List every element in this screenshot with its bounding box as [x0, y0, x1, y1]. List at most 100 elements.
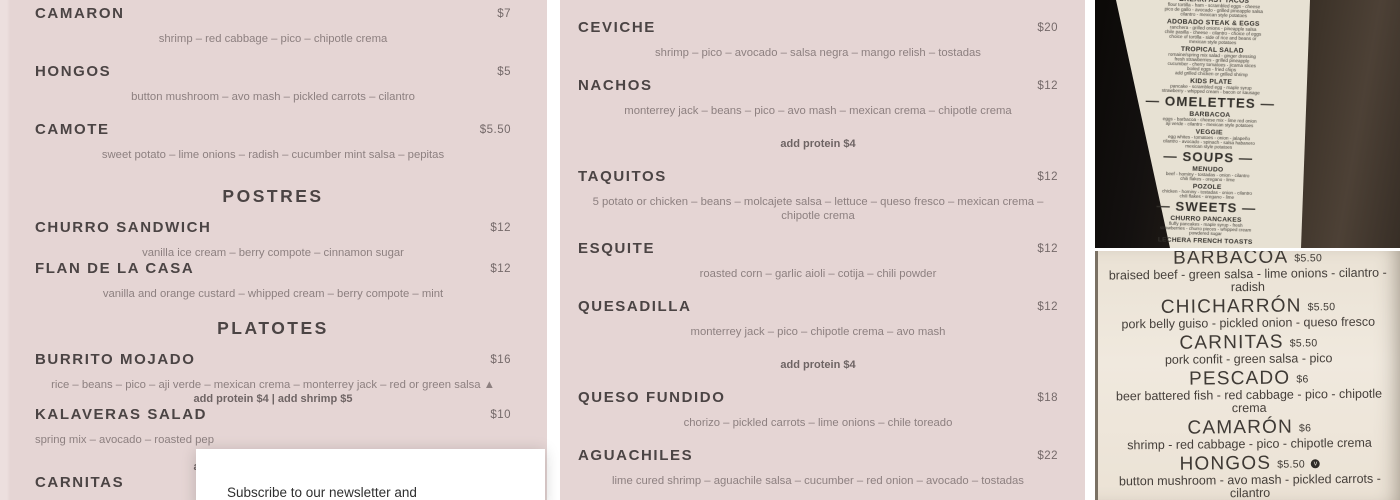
menu-item-row: CAMARON $7	[35, 5, 511, 23]
menu-item-desc: shrimp – red cabbage – pico – chipotle c…	[158, 33, 388, 45]
menu-card-text: BREAKFAST TACOSflour tortilla - ham - sc…	[1111, 0, 1311, 247]
photo-menu-item-price: $6	[1298, 422, 1312, 435]
photo-menu-item-desc: beer battered fish - red cabbage - pico …	[1115, 386, 1383, 416]
photo-menu-item-desc: button mushroom - avo mash - pickled car…	[1118, 471, 1381, 500]
menu-item-name: TAQUITOS	[578, 168, 667, 185]
photo-menu-item-name: CAMARÓN	[1187, 416, 1294, 439]
menu-item-row: ESQUITE $12	[578, 240, 1058, 258]
menu-item-name: CAMARON	[35, 5, 125, 22]
photo-menu-item-desc: pork confit - green salsa - pico	[1164, 351, 1333, 367]
photo-menu-item-desc: braised beef - green salsa - lime onions…	[1108, 265, 1387, 295]
menu-item: HONGOS $5 button mushroom – avo mash – pic…	[35, 63, 511, 104]
menu-item-desc: button mushroom – avo mash – pickled car…	[131, 91, 415, 103]
photo-menu-item: PESCADO $6 beer battered fish - red cabbag…	[1098, 367, 1400, 416]
menu-item-name: AGUACHILES	[578, 447, 694, 464]
menu-item-row: AGUACHILES $22	[578, 447, 1058, 465]
menu-item: ESQUITE $12 roasted corn – garlic aioli – …	[578, 240, 1058, 281]
menu-item-name: QUESADILLA	[578, 298, 692, 315]
taco-menu-photo: BARBACOA $5.50 braised beef - green salsa …	[1095, 251, 1400, 500]
menu-item: FLAN DE LA CASA $12 vanilla and orange cus…	[35, 260, 511, 301]
menu-item-addon: add protein $4	[780, 359, 856, 371]
menu-item-row: CHURRO SANDWICH $12	[35, 219, 511, 237]
menu-item-row: BURRITO MOJADO $16	[35, 351, 511, 369]
newsletter-popup: Subscribe to our newsletter and	[196, 449, 545, 500]
menu-item-name: ESQUITE	[578, 240, 656, 257]
menu-item: TAQUITOS $12 5 potato or chicken – beans –…	[578, 168, 1058, 223]
menu-item-price: $12	[490, 222, 511, 234]
menu-item: CEVICHE $20 shrimp – pico – avocado – sals…	[578, 19, 1058, 60]
photo-menu-item: BARBACOA $5.50 braised beef - green salsa …	[1098, 251, 1399, 296]
photo-menu-item: CHICHARRÓN $5.50 pork belly guiso - pickle…	[1098, 295, 1399, 332]
menu-item: CHURRO SANDWICH $12 vanilla ice cream – be…	[35, 219, 511, 260]
menu-item: CAMOTE $5.50 sweet potato – lime onions – …	[35, 121, 511, 162]
menu-item-price: $12	[490, 263, 511, 275]
photo-menu-item-name: HONGOS	[1179, 452, 1272, 475]
menu-item-name: FLAN DE LA CASA	[35, 260, 195, 277]
menu-item-desc: lime cured shrimp – aguachile salsa – cu…	[612, 475, 1024, 487]
menu-item-name: CEVICHE	[578, 19, 656, 36]
taco-menu-items: BARBACOA $5.50 braised beef - green salsa …	[1098, 251, 1400, 500]
photo-menu-item-name: CARNITAS	[1179, 331, 1284, 354]
menu-item-row: CAMOTE $5.50	[35, 121, 511, 139]
menu-item-desc: monterrey jack – pico – chipotle crema –…	[690, 326, 946, 338]
menu-item: QUESADILLA $12 monterrey jack – pico – chi…	[578, 298, 1058, 372]
menu-item-addon: add protein $4 | add shrimp $5	[193, 393, 353, 405]
photo-menu-item-row: CARNITAS $5.50	[1098, 331, 1400, 354]
menu-item-price: $5.50	[479, 124, 511, 136]
menu-item-desc: roasted corn – garlic aioli – cotija – c…	[699, 268, 937, 280]
menu-item-name: QUESO FUNDIDO	[578, 389, 726, 406]
photo-menu-item-price: $6	[1296, 373, 1309, 386]
menu-item-desc: monterrey jack – beans – pico – avo mash…	[624, 105, 1012, 117]
photo-menu-item-desc: shrimp - red cabbage - pico - chipotle c…	[1127, 435, 1372, 453]
menu-item: QUESO FUNDIDO $18 chorizo – pickled carrot…	[578, 389, 1058, 430]
photo-menu-item-price: $5.50	[1289, 337, 1318, 350]
menu-item-price: $16	[490, 354, 511, 366]
menu-item-row: CEVICHE $20	[578, 19, 1058, 37]
menu-item-price: $12	[1037, 243, 1058, 255]
menu-column-left: CAMARON $7 shrimp – red cabbage – pico – c…	[0, 0, 547, 500]
menu-column-middle: CEVICHE $20 shrimp – pico – avocado – sals…	[560, 0, 1085, 500]
menu-item-price: $12	[1037, 80, 1058, 92]
menu-item: CAMARON $7 shrimp – red cabbage – pico – c…	[35, 5, 511, 46]
menu-item-name: CAMOTE	[35, 121, 110, 138]
photo-menu-item-name: BARBACOA	[1173, 251, 1289, 269]
menu-section-header: POSTRES	[222, 186, 324, 206]
menu-item-desc: vanilla and orange custard – whipped cre…	[102, 288, 444, 300]
menu-item-name: BURRITO MOJADO	[35, 351, 196, 368]
breakfast-menu-photo: BREAKFAST TACOSflour tortilla - ham - sc…	[1095, 0, 1400, 248]
menu-item: NACHOS $12 monterrey jack – beans – pico –…	[578, 77, 1058, 151]
photo-menu-item-price: $5.50	[1277, 458, 1306, 471]
menu-item-row: KALAVERAS SALAD $10	[35, 406, 511, 424]
vegan-icon: v	[1310, 459, 1321, 469]
menu-item-name: KALAVERAS SALAD	[35, 406, 208, 423]
menu-item-row: NACHOS $12	[578, 77, 1058, 95]
menu-item-row: QUESO FUNDIDO $18	[578, 389, 1058, 407]
photo-menu-item-desc: pork belly guiso - pickled onion - queso…	[1121, 314, 1376, 332]
menu-item-name: CARNITAS	[35, 474, 125, 491]
menu-item-name: HONGOS	[35, 63, 112, 80]
menu-item-desc: vanilla ice cream – berry compote – cinn…	[142, 247, 404, 259]
photo-menu-item: CARNITAS $5.50 pork confit - green salsa -…	[1098, 331, 1400, 367]
photo-menu-item: HONGOS $5.50 v button mushroom - avo mash -…	[1099, 452, 1400, 500]
menu-item-row: HONGOS $5	[35, 63, 511, 81]
menu-item-price: $10	[490, 409, 511, 421]
menu-item-addon: add protein $4	[780, 138, 856, 150]
menu-item: AGUACHILES $22 lime cured shrimp – aguachi…	[578, 447, 1058, 488]
menu-item: CARNITAS	[35, 474, 511, 492]
menu-item-price: $20	[1037, 22, 1058, 34]
menu-item: BURRITO MOJADO $16 rice – beans – pico – a…	[35, 351, 511, 406]
menu-item-price: $22	[1037, 450, 1058, 462]
photo-menu-item-price: $5.50	[1307, 301, 1336, 314]
menu-item-name: CHURRO SANDWICH	[35, 219, 212, 236]
menu-item-price: $7	[497, 8, 511, 20]
menu-item-price: $18	[1037, 392, 1058, 404]
menu-item-row: CARNITAS	[35, 474, 511, 492]
menu-item-desc: rice – beans – pico – aji verde – mexica…	[51, 379, 495, 391]
menu-item-desc: sweet potato – lime onions – radish – cu…	[101, 149, 445, 161]
menu-item-row: FLAN DE LA CASA $12	[35, 260, 511, 278]
menu-item-row: TAQUITOS $12	[578, 168, 1058, 186]
menu-item-desc: spring mix – avocado – roasted pep	[35, 434, 214, 446]
newsletter-text: Subscribe to our newsletter and	[227, 485, 417, 500]
menu-item-price: $12	[1037, 171, 1058, 183]
